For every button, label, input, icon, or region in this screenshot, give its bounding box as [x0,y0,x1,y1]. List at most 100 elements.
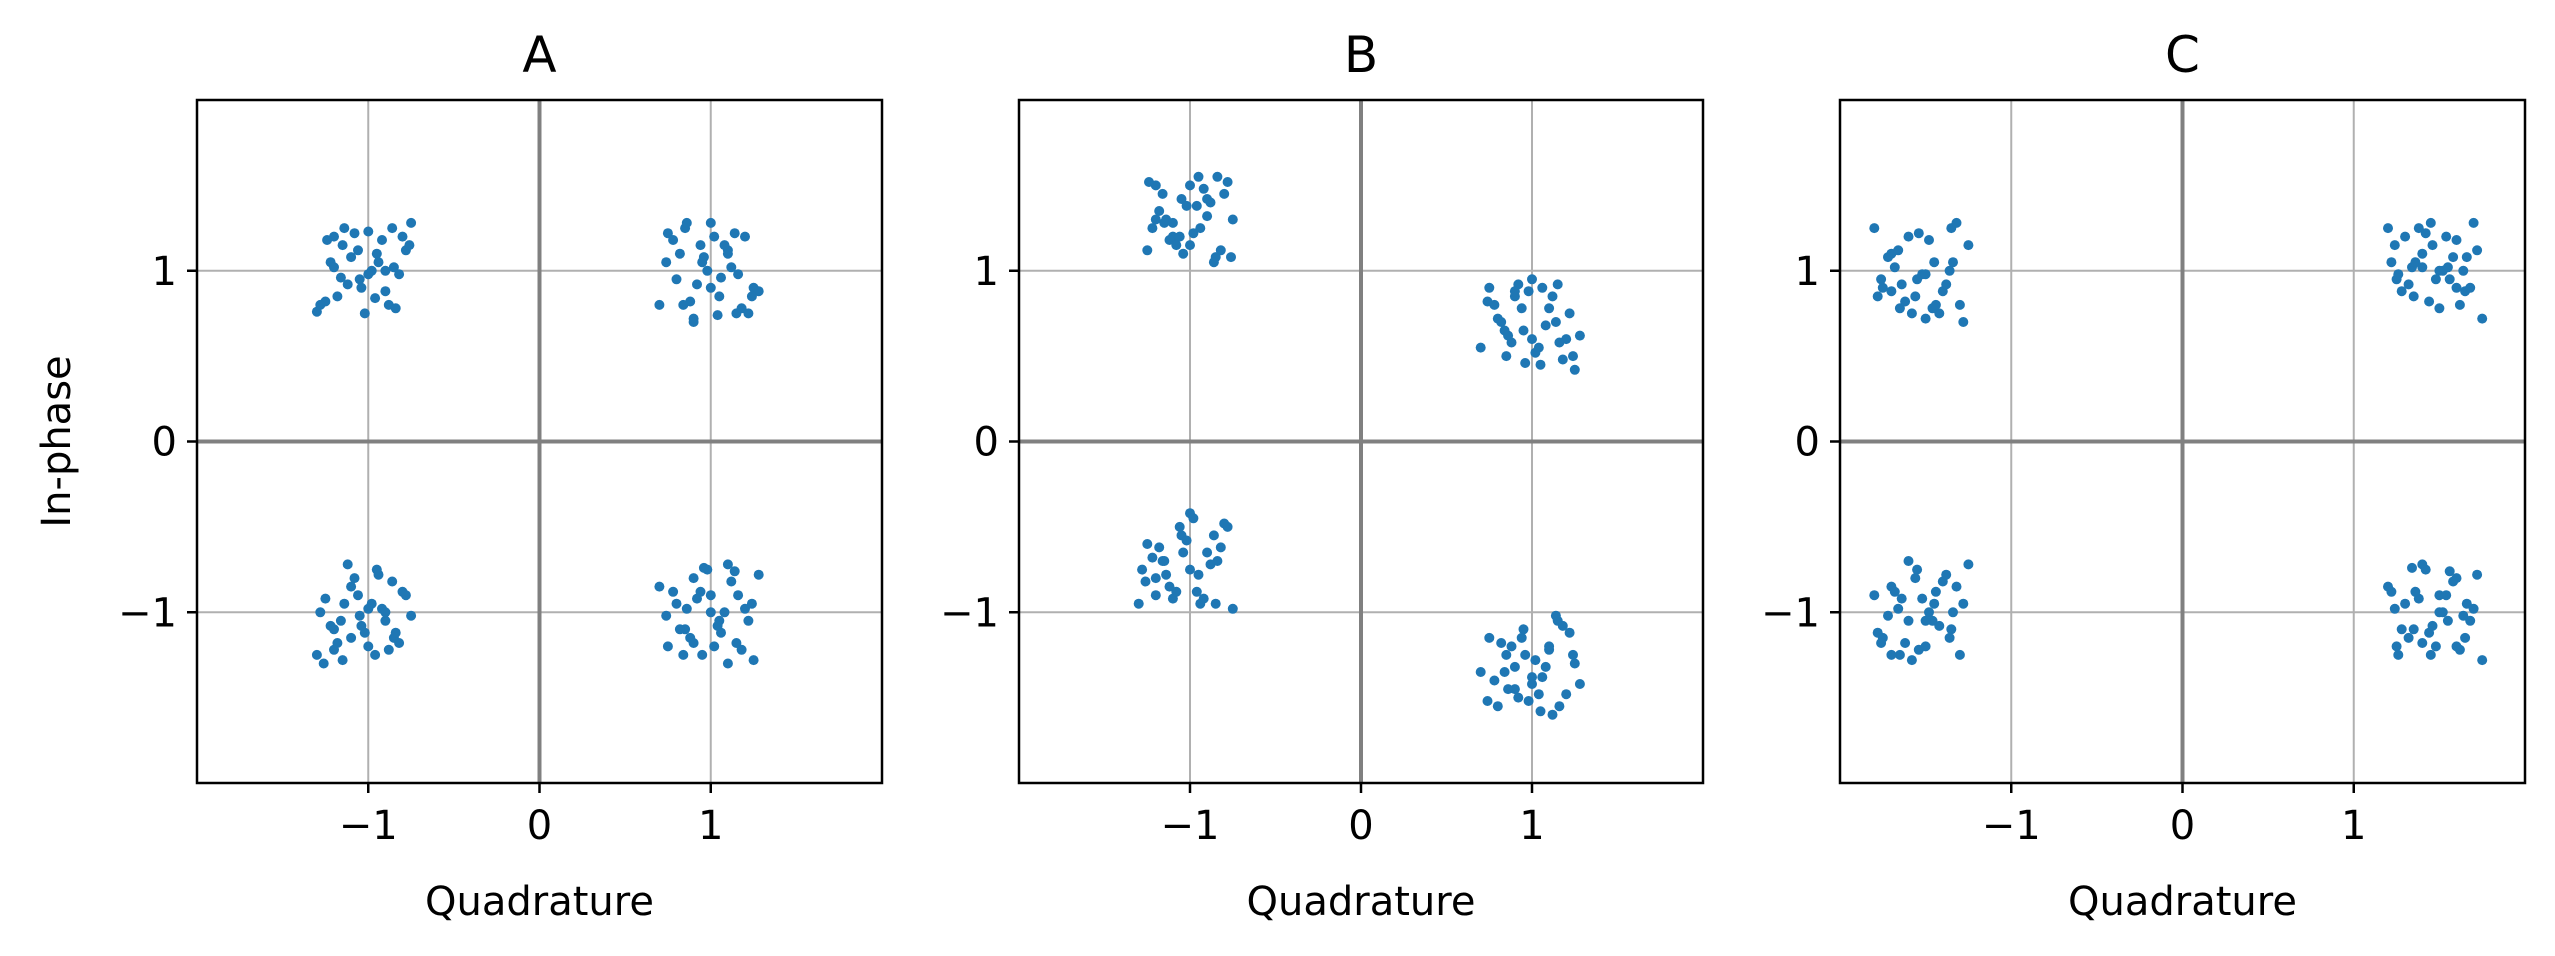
data-point [2410,586,2421,597]
data-point [359,308,370,319]
data-point [2448,252,2459,263]
panel-b: −1 0 1 1 0 −1 B Quadrature [940,26,1705,925]
data-point [1894,649,1905,660]
data-point [705,282,716,293]
data-point [1557,620,1568,631]
data-point [1144,177,1154,187]
data-point [1954,299,1965,310]
data-point [325,620,336,631]
data-point [1475,342,1486,353]
y-tick-label: 1 [152,249,177,295]
data-point [2408,624,2419,635]
data-point [1516,632,1527,643]
data-point [678,299,689,310]
data-point [1896,279,1907,290]
scatter-points [311,217,764,669]
data-point [1958,598,1969,609]
data-point [1516,303,1527,314]
data-point [1554,337,1565,348]
data-point [2403,279,2414,290]
data-point [1222,521,1233,532]
data-point [2427,620,2438,631]
data-point [320,593,331,604]
data-point [2389,603,2400,614]
data-point [353,590,363,601]
data-point [1171,240,1182,251]
data-point [1219,188,1230,199]
data-point [1951,217,1962,228]
data-point [1889,262,1900,273]
data-point [1886,286,1897,297]
data-point [2434,607,2445,618]
data-point [2472,569,2483,580]
data-point [712,620,723,631]
data-point [2427,240,2438,251]
cluster-3 [1133,508,1238,614]
data-point [1188,228,1199,239]
data-point [2454,299,2465,310]
data-point [1492,701,1503,712]
data-point [736,644,747,655]
y-tick-label: 1 [974,249,999,295]
data-point [356,282,367,293]
y-tick-label: 0 [974,420,999,466]
y-tick-label: −1 [1761,590,1820,636]
cluster-1 [1869,217,1974,327]
data-point [1535,706,1546,717]
data-point [709,231,720,242]
data-point [1181,535,1192,546]
data-point [1147,223,1158,234]
data-point [1569,658,1580,669]
y-tick-label: 0 [1795,420,1820,466]
data-point [2468,603,2479,614]
data-point [712,310,723,321]
data-point [346,252,357,263]
data-point [697,649,708,660]
data-point [1499,667,1510,677]
data-point [674,248,685,259]
y-tick-label: 1 [1795,249,1820,295]
data-point [1185,180,1195,191]
cluster-4 [2383,559,2488,666]
data-point [695,240,706,251]
data-point [2461,252,2472,263]
data-point [1482,696,1493,706]
data-point [688,573,699,584]
data-point [329,644,339,655]
data-point [1202,194,1213,204]
data-point [1893,245,1904,256]
data-point [1140,576,1151,587]
data-point [1540,320,1551,331]
data-point [2451,282,2462,293]
data-point [1212,171,1223,182]
data-point [1924,607,1934,618]
data-point [1496,317,1507,327]
data-point [2444,566,2455,577]
data-point [1927,615,1938,626]
data-point [2383,223,2393,234]
data-point [1142,539,1153,549]
data-point [1499,325,1510,336]
data-point [1133,598,1144,609]
data-point [661,610,672,621]
scatter-points [1133,171,1585,720]
data-point [400,590,411,601]
data-point [1185,240,1195,251]
y-tick-label: 0 [152,420,177,466]
data-point [1963,559,1974,570]
data-point [1910,573,1921,584]
data-point [1509,661,1520,672]
data-point [1574,679,1585,689]
data-point [1154,542,1165,553]
data-point [335,615,346,626]
data-point [335,272,346,283]
data-point [1227,214,1238,225]
data-point [2458,265,2469,276]
data-point [1176,194,1187,204]
data-point [329,262,339,273]
data-point [1954,649,1965,660]
data-point [2420,228,2431,239]
data-point [380,615,391,626]
data-point [1920,269,1931,280]
